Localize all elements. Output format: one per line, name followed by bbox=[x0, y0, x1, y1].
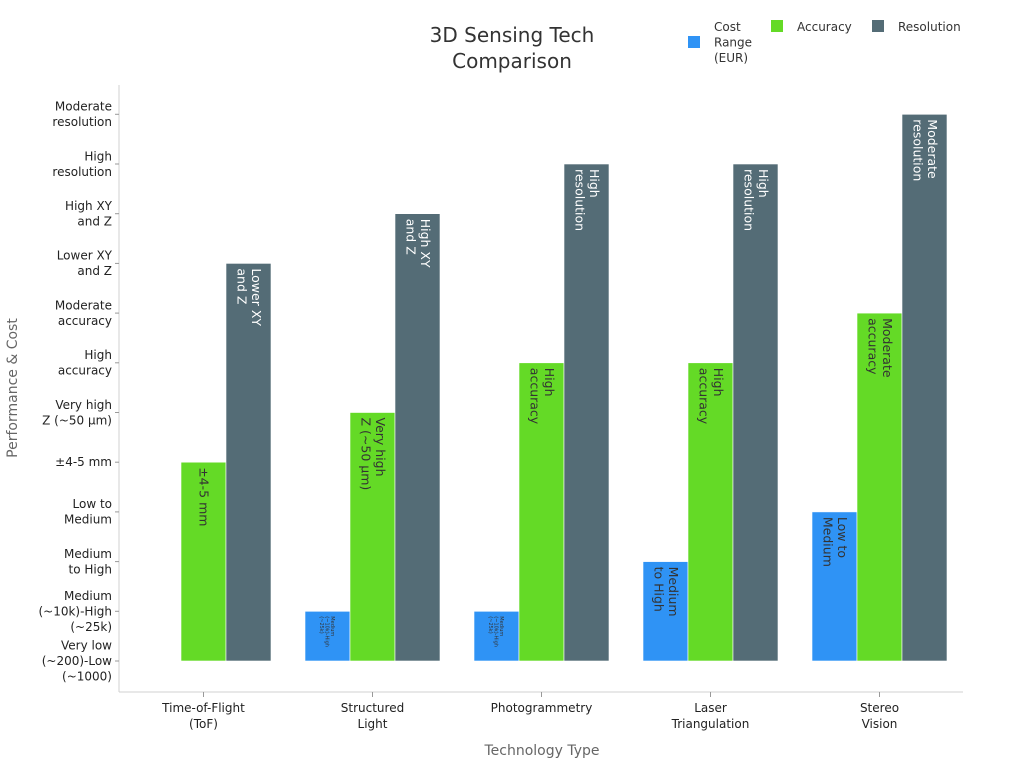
y-tick-label: High resolution bbox=[52, 149, 112, 179]
y-tick-label: Low to Medium bbox=[64, 497, 112, 527]
svg-text:Moderateaccuracy: Moderateaccuracy bbox=[865, 318, 895, 378]
legend-swatch-2 bbox=[872, 20, 884, 32]
bar-0-3 bbox=[642, 561, 689, 662]
x-axis-title: Technology Type bbox=[483, 743, 599, 759]
bars bbox=[180, 114, 948, 662]
svg-text:±4-5 mm: ±4-5 mm bbox=[197, 467, 212, 526]
svg-text:Highresolution: Highresolution bbox=[741, 169, 771, 231]
svg-text:Mediumto High: Mediumto High bbox=[651, 567, 681, 617]
svg-text:Highaccuracy: Highaccuracy bbox=[696, 368, 726, 425]
svg-text:Medium(~10k)-High(~25k): Medium(~10k)-High(~25k) bbox=[487, 616, 504, 647]
svg-text:Low toMedium: Low toMedium bbox=[820, 517, 850, 567]
x-axis: Time-of-Flight (ToF) Structured Light Photog… bbox=[161, 692, 899, 731]
svg-text:Moderateresolution: Moderateresolution bbox=[910, 119, 940, 181]
bar-0-4 bbox=[811, 511, 858, 662]
svg-text:Lower XYand Z: Lower XYand Z bbox=[234, 268, 264, 326]
bar-1-0 bbox=[180, 461, 227, 662]
y-tick-label: Very low (~200)-Low (~1000) bbox=[42, 639, 112, 684]
bar-label-2-2: Highresolution bbox=[572, 169, 602, 231]
bar-2-4 bbox=[901, 114, 948, 662]
x-tick-label: Photogrammetry bbox=[491, 701, 593, 715]
legend-swatch-0 bbox=[688, 36, 700, 48]
bar-label-2-0: Lower XYand Z bbox=[234, 268, 264, 326]
y-tick-label: Lower XY and Z bbox=[57, 249, 113, 279]
x-tick-label: Stereo Vision bbox=[860, 701, 899, 731]
svg-text:Medium(~10k)-High(~25k): Medium(~10k)-High(~25k) bbox=[318, 616, 335, 647]
bar-labels: ±4-5 mm Lower XYand Z Medium(~10k)-High(~2… bbox=[197, 119, 940, 647]
bar-2-1 bbox=[394, 213, 441, 662]
bar-label-0-3: Mediumto High bbox=[651, 567, 681, 617]
bar-label-2-4: Moderateresolution bbox=[910, 119, 940, 181]
bar-0-2 bbox=[473, 610, 520, 662]
bar-label-1-4: Moderateaccuracy bbox=[865, 318, 895, 378]
bar-1-4 bbox=[856, 312, 903, 662]
bar-label-1-0: ±4-5 mm bbox=[197, 467, 212, 526]
legend-label-2: Resolution bbox=[898, 20, 961, 34]
svg-text:High XYand Z: High XYand Z bbox=[403, 219, 433, 268]
bar-label-1-1: Very highZ (~50 µm) bbox=[358, 418, 388, 491]
legend-label-0: Cost Range (EUR) bbox=[714, 20, 752, 65]
y-tick-label: ±4-5 mm bbox=[55, 455, 112, 469]
bar-label-0-2: Medium(~10k)-High(~25k) bbox=[487, 616, 504, 647]
svg-text:Very highZ (~50 µm): Very highZ (~50 µm) bbox=[358, 418, 388, 491]
svg-text:Highresolution: Highresolution bbox=[572, 169, 602, 231]
bar-1-3 bbox=[687, 362, 734, 662]
bar-1-1 bbox=[349, 412, 396, 662]
bar-label-1-2: Highaccuracy bbox=[527, 368, 557, 425]
svg-text:Highaccuracy: Highaccuracy bbox=[527, 368, 557, 425]
bar-2-0 bbox=[225, 263, 272, 662]
bar-2-2 bbox=[563, 163, 610, 662]
bar-label-2-3: Highresolution bbox=[741, 169, 771, 231]
bar-2-3 bbox=[732, 163, 779, 662]
bar-label-2-1: High XYand Z bbox=[403, 219, 433, 268]
y-tick-label: Moderate accuracy bbox=[55, 298, 112, 328]
bar-0-1 bbox=[304, 610, 351, 662]
chart-title-text: 3D Sensing Tech Comparison bbox=[430, 23, 595, 73]
legend-swatch-1 bbox=[771, 20, 783, 32]
bar-label-0-1: Medium(~10k)-High(~25k) bbox=[318, 616, 335, 647]
y-tick-label: Moderate resolution bbox=[52, 100, 112, 130]
legend: Cost Range (EUR) Accuracy Resolution bbox=[688, 20, 961, 65]
y-tick-label: High accuracy bbox=[58, 348, 112, 378]
y-axis: Very low (~200)-Low (~1000) Medium (~10k)-Hi… bbox=[38, 100, 119, 684]
y-tick-label: Medium to High bbox=[64, 547, 112, 577]
bar-label-1-3: Highaccuracy bbox=[696, 368, 726, 425]
bar-1-2 bbox=[518, 362, 565, 662]
x-tick-label: Time-of-Flight (ToF) bbox=[161, 701, 245, 731]
y-axis-title: Performance & Cost bbox=[5, 318, 21, 458]
chart-title: 3D Sensing Tech Comparison bbox=[430, 23, 595, 73]
y-tick-label: High XY and Z bbox=[65, 199, 113, 229]
y-tick-label: Very high Z (~50 µm) bbox=[42, 398, 112, 428]
legend-label-1: Accuracy bbox=[797, 20, 852, 34]
bar-label-0-4: Low toMedium bbox=[820, 517, 850, 567]
x-tick-label: Structured Light bbox=[341, 701, 404, 731]
y-tick-label: Medium (~10k)-High (~25k) bbox=[38, 589, 112, 634]
x-tick-label: Laser Triangulation bbox=[671, 701, 750, 731]
